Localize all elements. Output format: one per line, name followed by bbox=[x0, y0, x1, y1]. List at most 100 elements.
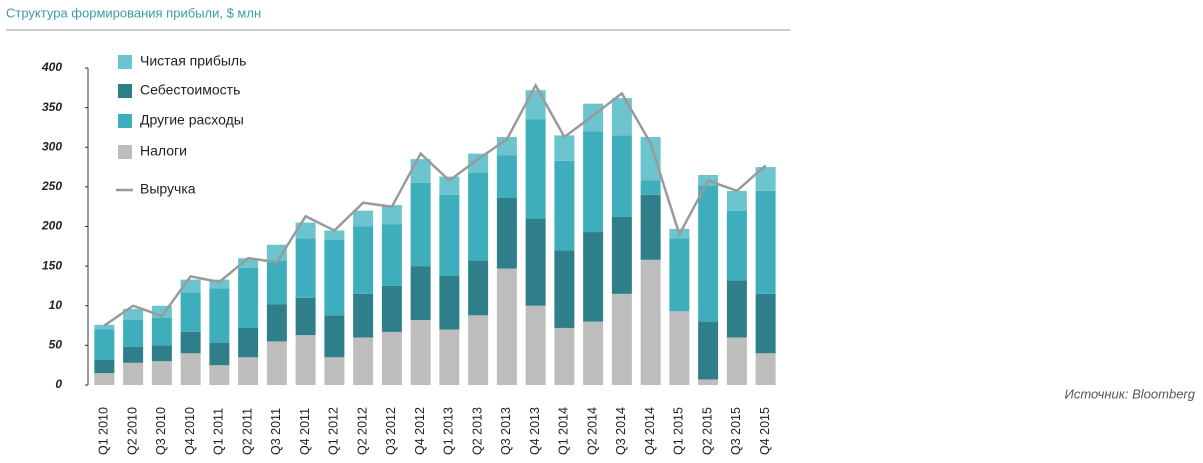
bar-segment bbox=[94, 329, 115, 360]
bar-segment bbox=[123, 346, 144, 363]
legend-label: Другие расходы bbox=[140, 112, 244, 128]
bar-segment bbox=[611, 216, 632, 294]
bar-segment bbox=[123, 362, 144, 385]
bar-segment bbox=[238, 357, 259, 385]
x-tick-label: Q4 2012 bbox=[413, 407, 427, 455]
bar-segment bbox=[94, 373, 115, 385]
bar-segment bbox=[353, 226, 374, 294]
bar-segment bbox=[295, 238, 316, 298]
y-tick-label: 300 bbox=[42, 139, 62, 153]
bar-segment bbox=[209, 288, 230, 343]
bar-segment bbox=[324, 230, 345, 240]
x-tick-label: Q4 2015 bbox=[758, 407, 772, 455]
bar-segment bbox=[295, 222, 316, 239]
bar-segment bbox=[468, 315, 489, 385]
x-tick-label: Q3 2010 bbox=[154, 407, 168, 455]
bar-segment bbox=[410, 320, 431, 385]
y-tick-label: 150 bbox=[42, 258, 62, 272]
bar-segment bbox=[640, 259, 661, 385]
bar-segment bbox=[525, 90, 546, 120]
bar-segment bbox=[381, 205, 402, 225]
y-tick-label: 250 bbox=[41, 179, 62, 193]
legend-swatch bbox=[118, 145, 132, 159]
bar-segment bbox=[238, 267, 259, 328]
y-tick-label: 10 bbox=[49, 298, 63, 312]
x-tick-label: Q3 2013 bbox=[499, 407, 513, 455]
bar-segment bbox=[324, 239, 345, 316]
bar-segment bbox=[295, 297, 316, 336]
bar-segment bbox=[410, 182, 431, 267]
bar-segment bbox=[726, 337, 747, 385]
bar-segment bbox=[353, 293, 374, 338]
bar-segment bbox=[583, 103, 604, 132]
bar-segment bbox=[353, 210, 374, 227]
bar-segment bbox=[123, 308, 144, 321]
bar-segment bbox=[123, 320, 144, 347]
bar-segment bbox=[94, 324, 115, 330]
bar-segment bbox=[439, 194, 460, 276]
bar-segment bbox=[94, 359, 115, 374]
bar-segment bbox=[439, 176, 460, 195]
legend-label: Выручка bbox=[140, 181, 196, 197]
x-tick-label: Q2 2013 bbox=[470, 407, 484, 455]
bar-segment bbox=[266, 341, 287, 385]
bar-segment bbox=[583, 131, 604, 233]
bar-segment bbox=[266, 244, 287, 261]
bar-segment bbox=[726, 210, 747, 281]
x-tick-label: Q1 2012 bbox=[327, 407, 341, 455]
source-note: Источник: Bloomberg bbox=[1065, 386, 1196, 401]
x-tick-label: Q4 2013 bbox=[528, 407, 542, 455]
bar-segment bbox=[468, 172, 489, 261]
bar-segment bbox=[640, 194, 661, 260]
bar-segment bbox=[266, 260, 287, 305]
bar-segment bbox=[554, 250, 575, 328]
bar-segment bbox=[381, 285, 402, 332]
bar-segment bbox=[525, 305, 546, 385]
bar-segment bbox=[640, 180, 661, 195]
bar-segment bbox=[295, 335, 316, 385]
bar-segment bbox=[381, 331, 402, 385]
bar-segment bbox=[439, 275, 460, 330]
x-tick-label: Q2 2015 bbox=[700, 407, 714, 455]
bar-segment bbox=[698, 321, 719, 380]
x-tick-label: Q4 2014 bbox=[643, 407, 657, 455]
bar-segment bbox=[640, 136, 661, 181]
x-tick-label: Q1 2010 bbox=[97, 407, 111, 455]
x-tick-label: Q3 2012 bbox=[384, 407, 398, 455]
x-tick-label: Q3 2011 bbox=[269, 408, 283, 455]
bar-segment bbox=[496, 197, 517, 269]
bar-segment bbox=[468, 260, 489, 316]
bar-segment bbox=[554, 160, 575, 251]
x-tick-label: Q1 2014 bbox=[557, 407, 571, 455]
revenue-line bbox=[103, 82, 767, 327]
y-tick-label: 400 bbox=[41, 60, 62, 74]
legend-swatch bbox=[118, 55, 132, 69]
bar-segment bbox=[238, 327, 259, 358]
chart-title: Структура формирования прибыли, $ млн bbox=[6, 5, 261, 20]
y-tick-label: 200 bbox=[41, 219, 62, 233]
y-tick-label: 350 bbox=[42, 100, 62, 114]
bar-segment bbox=[611, 135, 632, 217]
x-tick-label: Q2 2011 bbox=[240, 408, 254, 455]
bar-segment bbox=[698, 185, 719, 322]
bar-segment bbox=[180, 292, 201, 332]
bar-segment bbox=[468, 153, 489, 173]
bar-segment bbox=[324, 315, 345, 358]
bar-segment bbox=[238, 258, 259, 268]
bar-segment bbox=[669, 311, 690, 385]
bar-segment bbox=[180, 331, 201, 354]
bar-segment bbox=[151, 345, 172, 362]
bar-segment bbox=[554, 135, 575, 161]
x-tick-label: Q2 2010 bbox=[125, 407, 139, 455]
bar-segment bbox=[583, 321, 604, 385]
bar-segment bbox=[496, 268, 517, 385]
bar-segment bbox=[611, 293, 632, 385]
legend-swatch bbox=[118, 114, 132, 128]
x-tick-label: Q1 2011 bbox=[212, 408, 226, 455]
legend-label: Чистая прибыль bbox=[140, 53, 246, 69]
bar-segment bbox=[726, 190, 747, 211]
legend-label: Налоги bbox=[140, 143, 187, 159]
bar-segment bbox=[611, 98, 632, 136]
x-tick-label: Q2 2012 bbox=[355, 407, 369, 455]
